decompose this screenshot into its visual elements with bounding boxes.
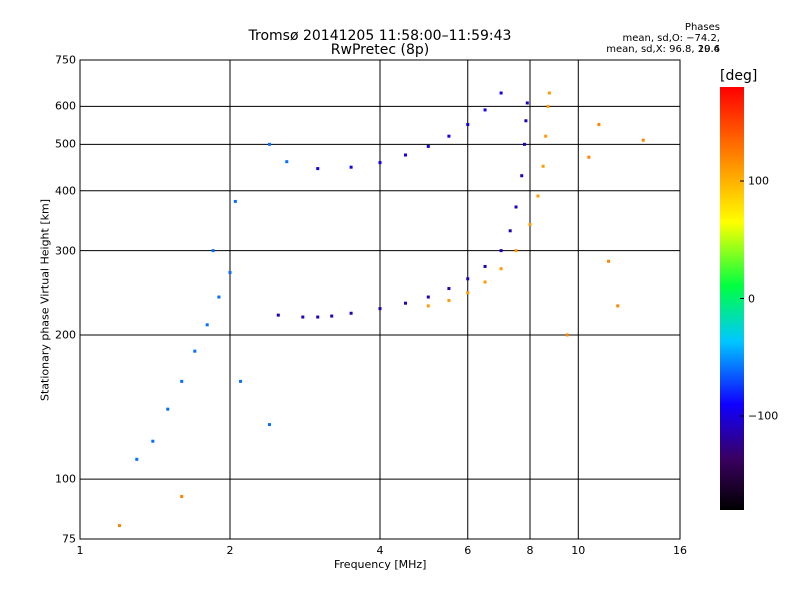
data-point	[267, 142, 271, 146]
data-point	[180, 379, 184, 383]
data-point	[547, 91, 551, 95]
data-point	[565, 333, 569, 337]
y-tick-label: 75	[62, 532, 76, 546]
data-point	[499, 267, 503, 271]
y-tick-label: 200	[55, 328, 76, 342]
data-point	[499, 249, 503, 253]
data-point	[466, 277, 470, 281]
data-point	[616, 304, 620, 308]
x-tick-label: 10	[571, 544, 586, 557]
data-point	[536, 194, 540, 198]
colorbar-label: [deg]	[720, 68, 758, 84]
data-point	[447, 134, 451, 138]
data-point	[524, 119, 528, 123]
data-point	[426, 295, 430, 299]
data-point	[403, 153, 407, 157]
colorbar-tick-label: 0	[748, 292, 755, 305]
data-point	[135, 457, 139, 461]
data-point	[285, 160, 289, 164]
y-axis-label: Stationary phase Virtual Height [km]	[38, 198, 52, 402]
data-point	[378, 307, 382, 311]
data-point	[544, 134, 548, 138]
data-point	[466, 291, 470, 295]
x-tick-label: 1	[76, 544, 84, 557]
y-tick-label: 300	[55, 244, 76, 258]
data-point	[508, 229, 512, 233]
data-point	[447, 299, 451, 303]
x-tick-label: 6	[464, 544, 472, 557]
data-point	[483, 264, 487, 268]
data-point	[378, 161, 382, 165]
data-point	[239, 379, 243, 383]
data-point	[499, 91, 503, 95]
data-point	[466, 123, 470, 127]
data-point	[403, 301, 407, 305]
data-point	[528, 223, 532, 227]
stats-o-mode: mean, sd,O: −74.2, 19.6	[622, 33, 720, 55]
stats-x-mode: mean, sd,X: 96.8, 20.4	[606, 44, 720, 55]
data-point	[330, 314, 334, 318]
colorbar-ticks	[740, 180, 744, 417]
x-tick-label: 4	[376, 544, 384, 557]
data-point	[520, 174, 524, 178]
data-point	[523, 142, 527, 146]
data-points	[117, 91, 645, 528]
data-point	[587, 155, 591, 159]
data-point	[525, 101, 529, 105]
data-point	[514, 205, 518, 209]
data-point	[483, 108, 487, 112]
data-point	[193, 349, 197, 353]
data-point	[180, 494, 184, 498]
y-tick-label: 500	[55, 137, 76, 151]
data-point	[217, 295, 221, 299]
grid-lines	[79, 59, 681, 540]
data-point	[316, 167, 320, 171]
colorbar-tick-label: −100	[748, 409, 779, 423]
data-point	[166, 407, 170, 411]
data-point	[349, 311, 353, 315]
y-tick-label: 750	[55, 53, 76, 67]
data-point	[267, 423, 271, 427]
x-tick-label: 8	[526, 544, 534, 557]
data-point	[233, 199, 237, 203]
data-point	[151, 439, 155, 443]
data-point	[276, 313, 280, 317]
data-point	[546, 104, 550, 108]
data-point	[607, 259, 611, 263]
data-point	[483, 280, 487, 284]
chart-title-line1: Tromsø 20141205 11:58:00–11:59:43	[248, 28, 512, 44]
data-point	[349, 165, 353, 169]
data-point	[541, 164, 545, 168]
x-axis-label: Frequency [MHz]	[334, 558, 427, 571]
y-tick-label: 400	[55, 184, 76, 198]
x-tick-label: 16	[673, 544, 687, 557]
plot-frame	[79, 59, 681, 540]
y-tick-label: 600	[55, 99, 76, 113]
data-point	[301, 315, 305, 319]
chart-title-line2: RwPretec (8p)	[330, 42, 430, 58]
data-point	[641, 138, 645, 142]
data-point	[426, 144, 430, 148]
colorbar-tick-label: 100	[748, 174, 769, 188]
data-point	[514, 249, 518, 253]
data-point	[117, 524, 121, 528]
stats-title: Phases	[684, 22, 720, 33]
data-point	[205, 323, 209, 327]
data-point	[316, 315, 320, 319]
data-point	[426, 304, 430, 308]
data-point	[211, 249, 215, 253]
data-point	[447, 287, 451, 291]
data-point	[228, 271, 232, 275]
y-tick-label: 100	[55, 472, 76, 486]
data-point	[597, 123, 601, 127]
x-tick-label: 2	[226, 544, 234, 557]
